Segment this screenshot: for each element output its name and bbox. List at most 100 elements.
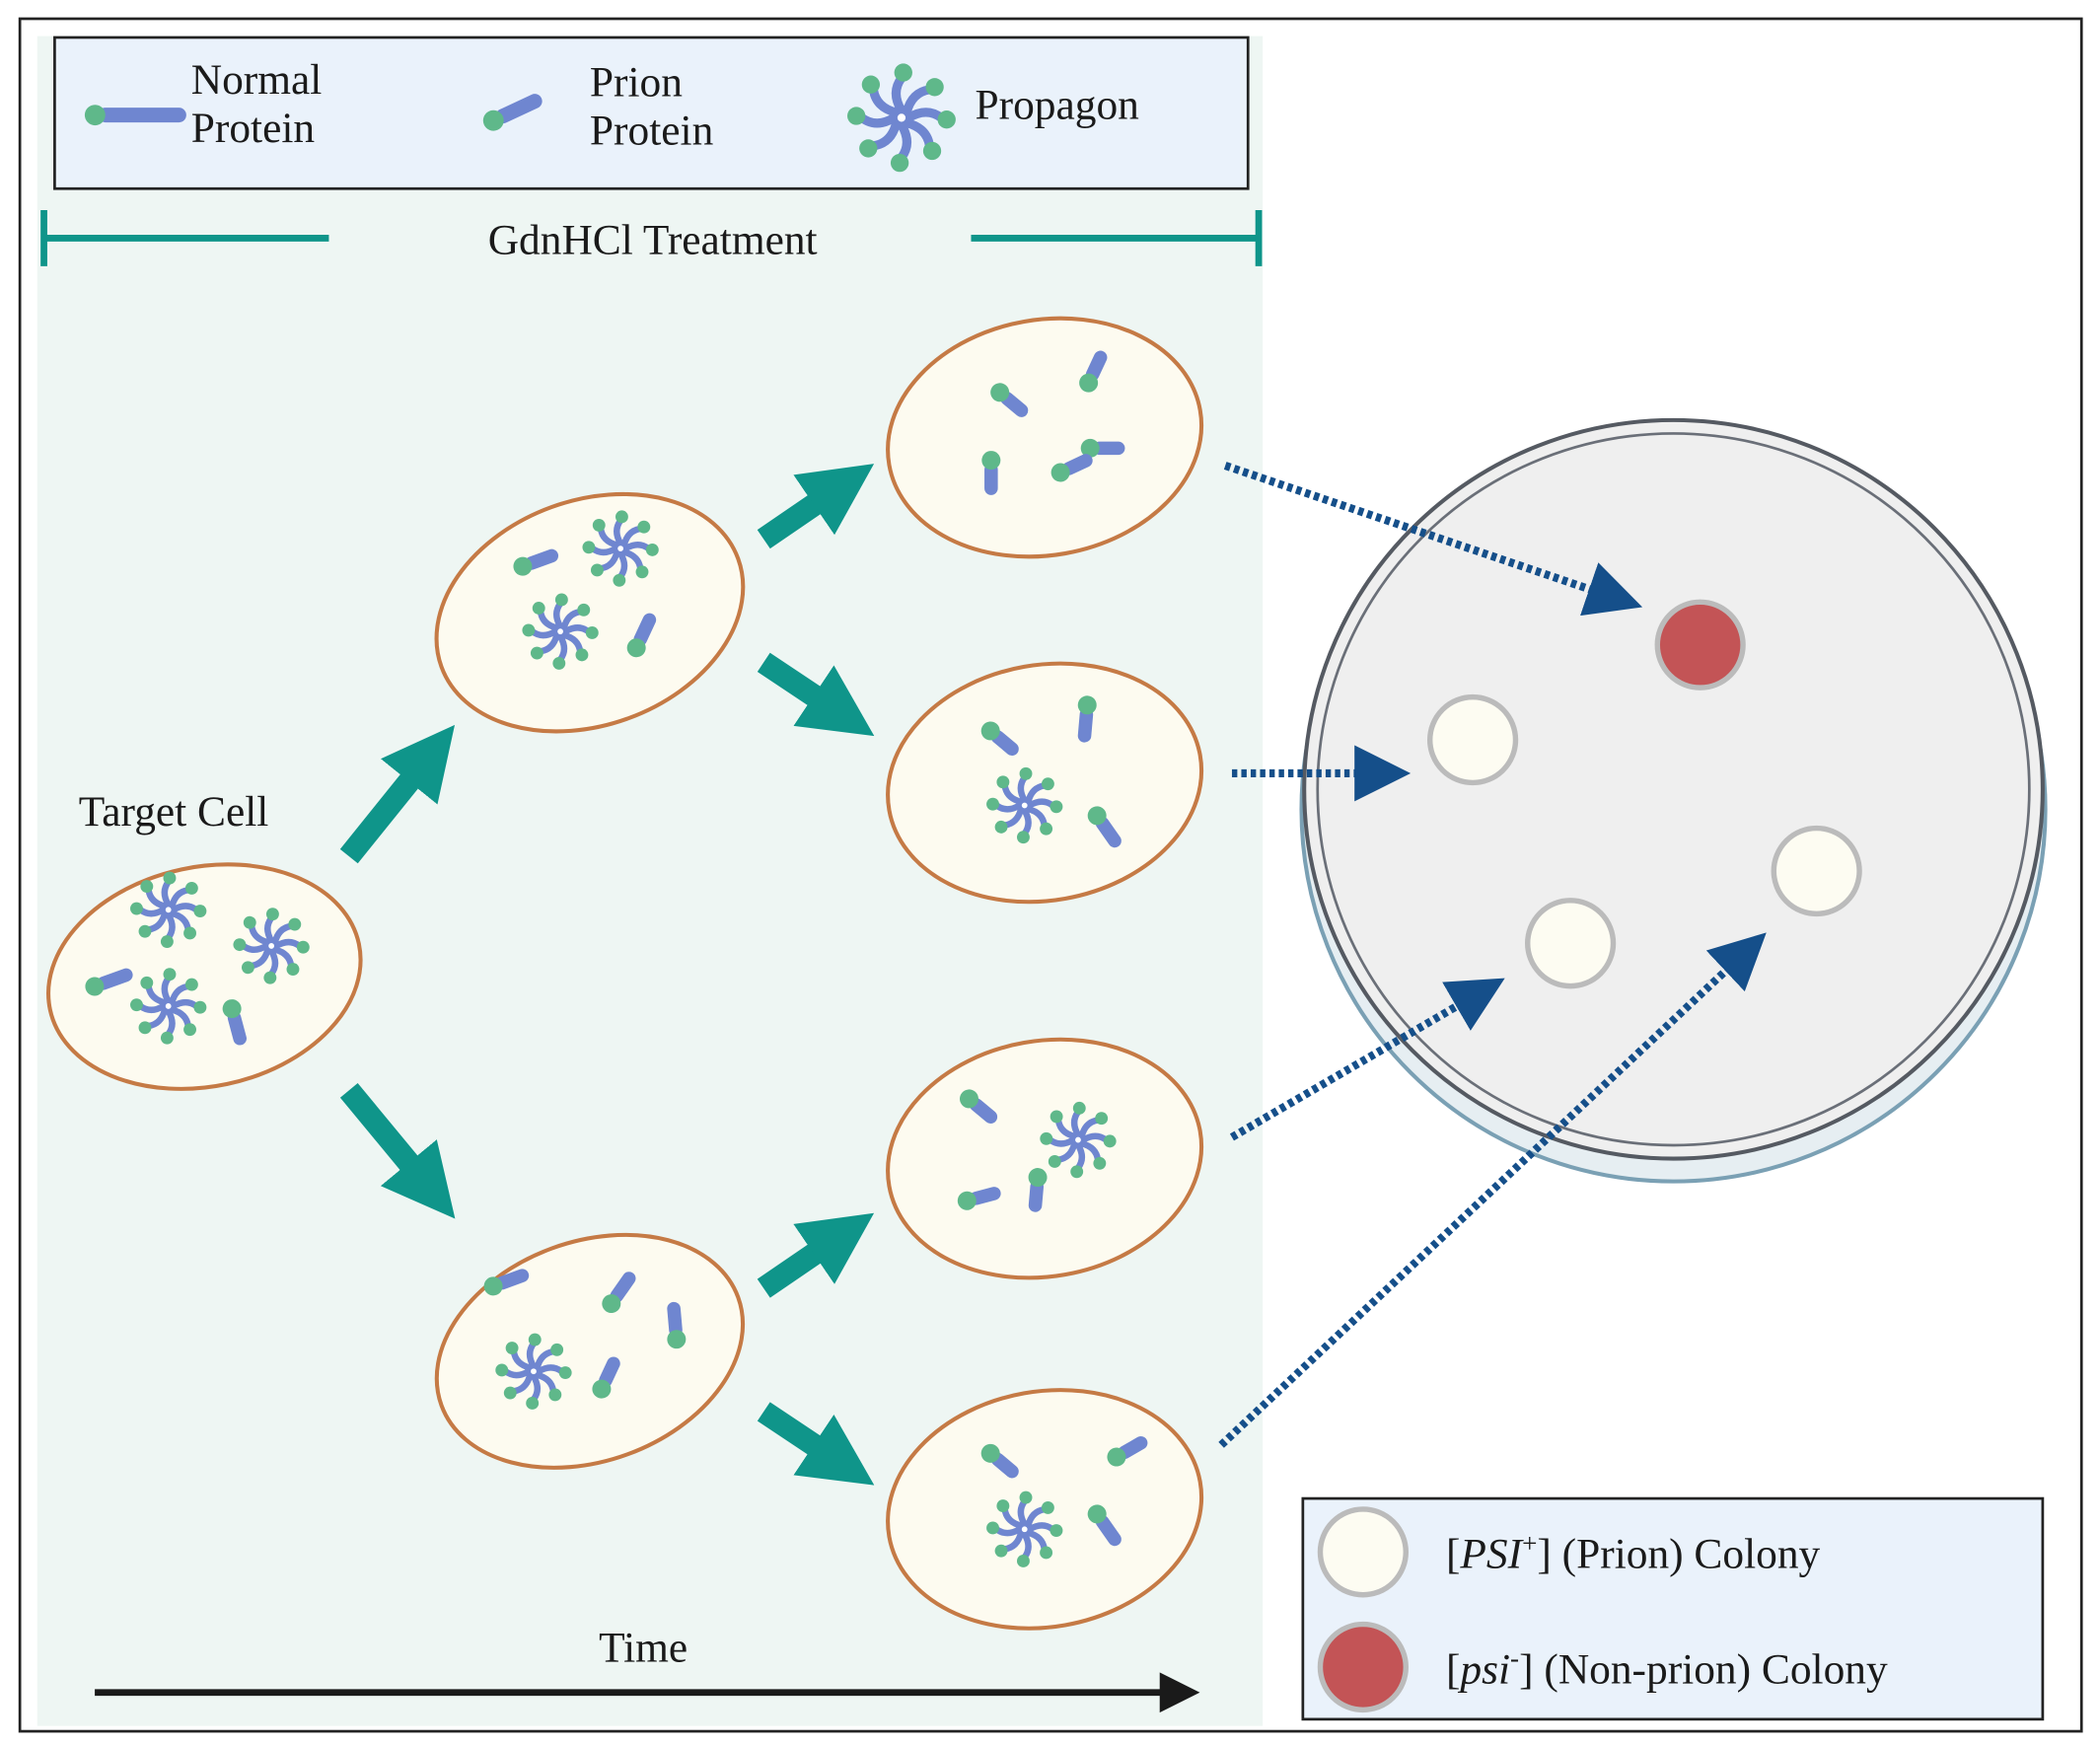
protein (980, 721, 1019, 757)
time-label: Time (599, 1625, 688, 1672)
protein-head (1107, 1447, 1126, 1467)
propagon-arm (1079, 1132, 1117, 1148)
protein-body (984, 463, 998, 495)
cell-membrane (434, 1232, 746, 1470)
arm-head (1040, 1131, 1053, 1145)
arm-head (548, 1388, 562, 1402)
propagon-arm (996, 775, 1025, 806)
protein-head (1028, 1168, 1048, 1188)
protein-body (1118, 1436, 1148, 1460)
protein-head (667, 1330, 687, 1349)
protein-head (626, 638, 646, 658)
plating-arrow (1229, 978, 1505, 1141)
superscript: + (1522, 1528, 1537, 1558)
propagon-arm (138, 909, 169, 938)
arm-head (160, 1031, 174, 1045)
propagon-arm (503, 1371, 534, 1400)
propagon-arm (592, 518, 620, 548)
protein (981, 451, 1001, 495)
arm-head (522, 623, 536, 637)
legend-colony-prion (1317, 1506, 1409, 1598)
arm-head (577, 603, 591, 617)
protein (626, 613, 657, 658)
propagon-arm (526, 1373, 542, 1410)
arm-head (163, 871, 177, 885)
arm-head (1050, 1110, 1063, 1124)
protein (959, 1089, 998, 1125)
protein-body (1085, 350, 1108, 382)
propagon-arm (902, 117, 942, 161)
arm-head (233, 938, 247, 952)
propagon (986, 1491, 1063, 1567)
protein-head (981, 451, 1001, 471)
arm-head (1041, 1500, 1054, 1514)
protein (513, 548, 559, 576)
cell-membrane (46, 862, 363, 1091)
yeast-cell (886, 1388, 1204, 1631)
arm-head (1048, 1155, 1061, 1168)
colony-legend-label: [PSI+] (Prion) Colony (1446, 1528, 1821, 1577)
propagon-arm (1017, 1491, 1033, 1528)
propagon-arm (271, 917, 302, 946)
arm-head (575, 648, 589, 662)
arm-head (296, 940, 310, 954)
arm-head (140, 976, 154, 989)
protein-body (610, 1272, 636, 1303)
propagon-arm (140, 880, 169, 909)
arm-head (986, 1521, 999, 1535)
protein (990, 383, 1029, 417)
division-arrow (757, 1212, 875, 1298)
propagon-arm (1016, 807, 1032, 844)
legend-icons (84, 63, 956, 173)
arm-head (635, 565, 649, 579)
propagon-arm (890, 120, 912, 173)
legend-label: Normal (191, 56, 323, 104)
arm-head (495, 1363, 509, 1377)
arm-head (859, 139, 878, 158)
propagon-arm (1025, 1500, 1054, 1529)
legend-label: Protein (191, 105, 316, 152)
protein-body (1095, 1514, 1122, 1547)
propagon-core (895, 110, 908, 125)
protein-head (1087, 1504, 1107, 1524)
protein-head (959, 1089, 978, 1109)
arm-head (925, 78, 944, 97)
protein-body (495, 94, 543, 124)
plating-arrow (1218, 932, 1767, 1448)
protein (85, 968, 133, 996)
colony-prion (1771, 825, 1862, 917)
propagon (495, 1333, 572, 1410)
arm-head (160, 935, 174, 948)
propagon-arm (1078, 1112, 1109, 1140)
division-arrow (757, 1402, 875, 1486)
protein-head (513, 556, 533, 576)
propagon-arm (582, 541, 619, 556)
protein-body (97, 968, 133, 990)
protein-head (483, 1276, 503, 1296)
arm-head (288, 917, 302, 931)
protein (1107, 1436, 1148, 1467)
propagon-arm (622, 542, 659, 556)
protein (222, 999, 247, 1046)
propagon-arm (505, 1342, 534, 1371)
genotype: PSI (1459, 1531, 1524, 1578)
colony-prion (1524, 898, 1617, 989)
propagon-arm (553, 593, 568, 630)
propagon-arm (1050, 1110, 1078, 1140)
cell-membrane (886, 316, 1204, 559)
propagon-arm (620, 520, 651, 548)
propagon-arm (170, 998, 207, 1014)
legend-colony-non-prion (1317, 1621, 1409, 1713)
propagon-arm (1025, 805, 1053, 836)
propagon-arm (1070, 1141, 1086, 1179)
propagon-arm (130, 902, 167, 917)
arm-head (528, 1333, 542, 1346)
protein (667, 1301, 687, 1349)
propagon-core (529, 1366, 539, 1377)
arm-head (193, 905, 207, 918)
propagon-arm (891, 63, 912, 115)
arm-head (637, 520, 651, 534)
target-cell-label: Target Cell (79, 788, 269, 836)
propagon (1040, 1101, 1117, 1179)
arm-head (183, 926, 196, 940)
